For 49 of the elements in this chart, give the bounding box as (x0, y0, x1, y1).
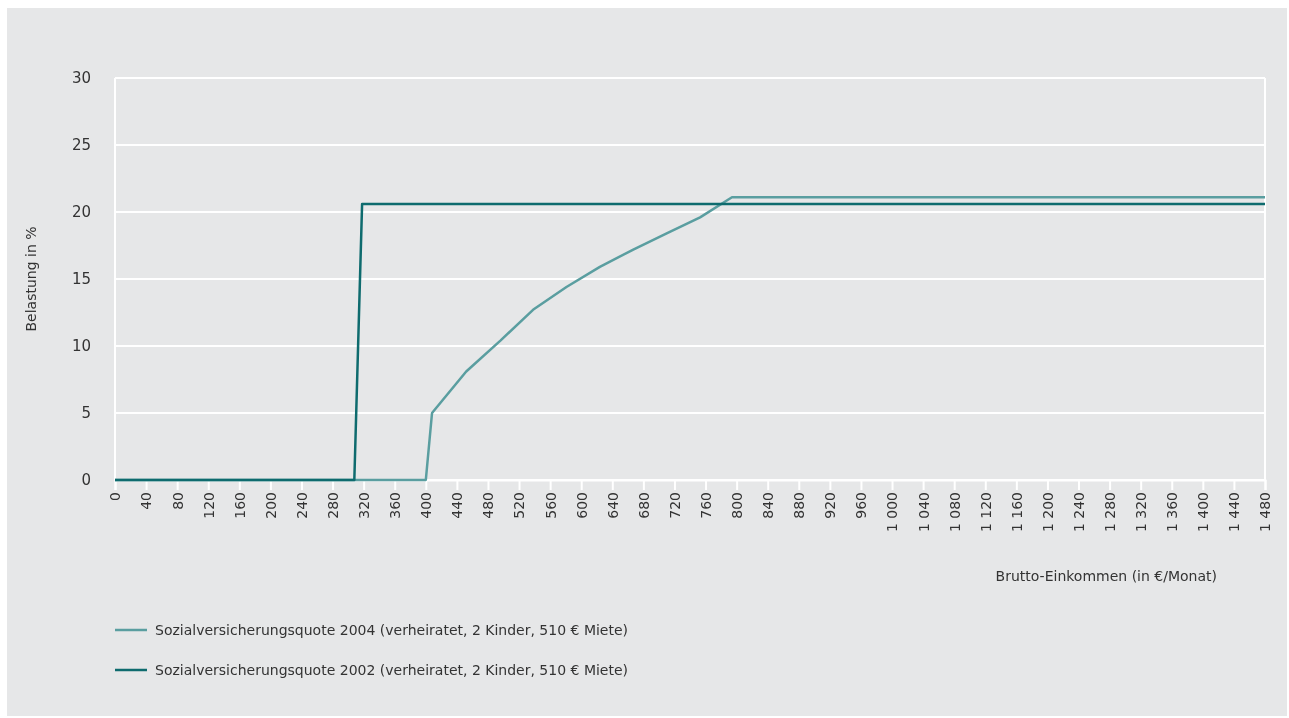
y-tick-label: 30 (71, 69, 91, 88)
x-tick-label: 600 (573, 492, 590, 519)
x-tick-label: 1 120 (977, 492, 994, 533)
x-tick-label: 1 000 (884, 492, 901, 533)
x-tick-label: 1 280 (1101, 492, 1118, 533)
x-tick-label: 480 (480, 492, 497, 519)
x-tick-label: 760 (697, 492, 714, 519)
x-tick-label: 1 360 (1164, 492, 1181, 533)
y-tick-label: 20 (71, 203, 91, 222)
x-tick-label: 1 400 (1195, 492, 1212, 533)
x-tick-label: 1 240 (1070, 492, 1087, 533)
x-tick-label: 40 (138, 492, 155, 510)
y-tick-label: 25 (71, 136, 91, 155)
y-tick-label: 15 (71, 270, 91, 289)
x-tick-label: 720 (666, 492, 683, 519)
x-tick-label: 120 (200, 492, 217, 519)
legend-label: Sozialversicherungsquote 2002 (verheiratet, 2 Kinder, 510 € Miete) (155, 661, 629, 678)
legend-label: Sozialversicherungsquote 2004 (verheiratet, 2 Kinder, 510 € Miete) (155, 621, 629, 638)
y-tick-label: 0 (81, 471, 91, 490)
y-tick-label: 5 (81, 404, 91, 423)
x-tick-label: 880 (791, 492, 808, 519)
x-tick-label: 800 (729, 492, 746, 519)
x-tick-label: 280 (324, 492, 341, 519)
x-tick-label: 400 (418, 492, 435, 519)
x-tick-label: 360 (387, 492, 404, 519)
x-tick-label: 560 (542, 492, 559, 519)
x-tick-label: 0 (107, 492, 124, 501)
x-tick-label: 1 320 (1133, 492, 1150, 533)
x-tick-label: 1 160 (1008, 492, 1025, 533)
y-axis-title: Belastung in % (23, 226, 39, 332)
x-tick-label: 1 440 (1226, 492, 1243, 533)
x-tick-label: 200 (262, 492, 279, 519)
x-axis-title: Brutto-Einkommen (in €/Monat) (995, 568, 1217, 584)
x-tick-label: 920 (822, 492, 839, 519)
x-tick-label: 160 (231, 492, 248, 519)
x-tick-label: 640 (604, 492, 621, 519)
x-tick-label: 440 (449, 492, 466, 519)
x-tick-label: 520 (511, 492, 528, 519)
x-tick-label: 80 (169, 492, 186, 510)
x-tick-label: 240 (293, 492, 310, 519)
x-tick-label: 1 080 (946, 492, 963, 533)
x-tick-label: 1 040 (915, 492, 932, 533)
x-tick-label: 320 (356, 492, 373, 519)
x-tick-label: 960 (853, 492, 870, 519)
x-tick-label: 680 (635, 492, 652, 519)
x-tick-label: 1 480 (1257, 492, 1274, 533)
y-tick-label: 10 (71, 337, 91, 356)
x-tick-label: 840 (760, 492, 777, 519)
x-tick-label: 1 200 (1039, 492, 1056, 533)
